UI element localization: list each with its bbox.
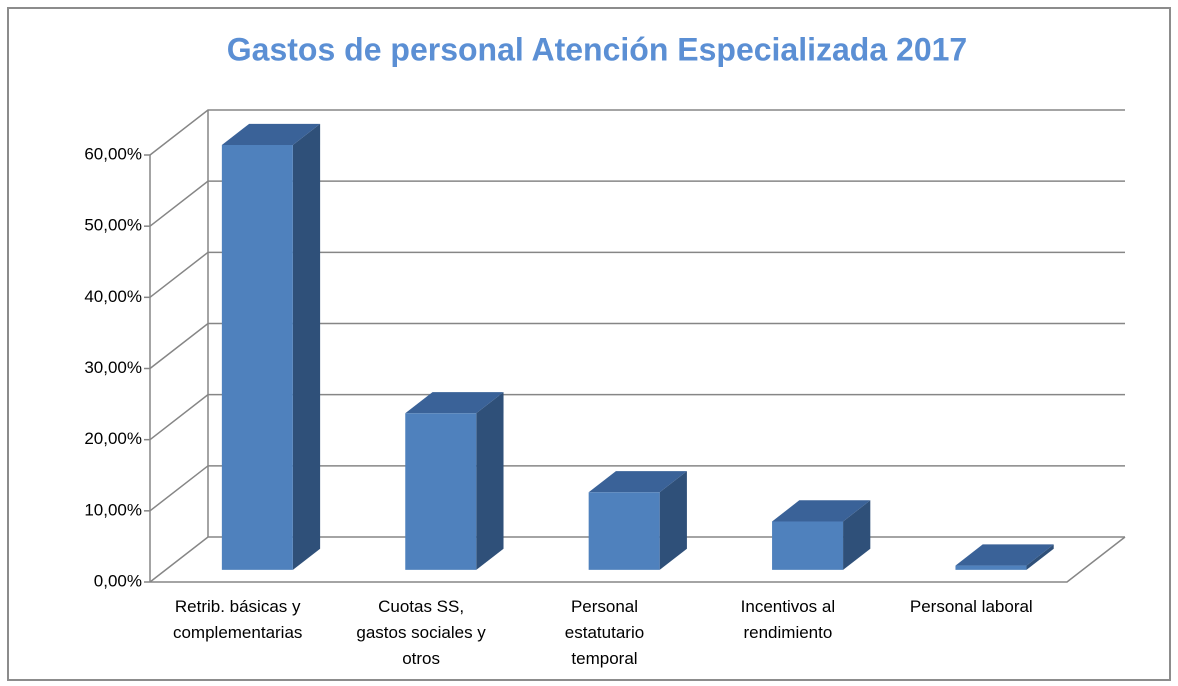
y-tick-label: 60,00% xyxy=(84,144,142,163)
bar xyxy=(588,492,660,570)
chart-title: Gastos de personal Atención Especializad… xyxy=(227,31,967,67)
bar-side xyxy=(1026,544,1054,570)
grid-line xyxy=(149,251,1125,298)
grid-line xyxy=(149,180,1125,227)
y-tick-label: 30,00% xyxy=(84,358,142,377)
x-tick-label: Incentivos al rendimiento xyxy=(741,597,836,642)
x-tick-label: Personal estatutario temporal xyxy=(565,597,644,668)
x-tick-label: Personal laboral xyxy=(910,597,1033,616)
bar-top xyxy=(772,500,871,522)
x-tick-label: Cuotas SS, gastos sociales y otros xyxy=(356,597,486,668)
bar xyxy=(772,521,844,570)
grid-line xyxy=(149,322,1125,370)
bar xyxy=(955,565,1027,570)
y-tick-label: 10,00% xyxy=(84,500,142,519)
x-tick-label: Retrib. básicas y complementarias xyxy=(173,597,302,642)
bar-side xyxy=(476,392,504,570)
y-tick-label: 0,00% xyxy=(94,571,142,590)
floor-edge xyxy=(150,536,1126,583)
bar-side xyxy=(843,500,871,570)
bar-top xyxy=(221,123,321,145)
y-tick-label: 50,00% xyxy=(84,216,142,235)
bar-top xyxy=(955,544,1054,566)
grid-line xyxy=(149,465,1125,512)
bar xyxy=(221,144,293,570)
y-tick-label: 20,00% xyxy=(84,429,142,448)
bar-top xyxy=(588,471,687,493)
bar xyxy=(405,413,477,570)
bar-side xyxy=(292,123,321,570)
bar-top xyxy=(405,392,504,414)
y-tick-label: 40,00% xyxy=(84,287,142,306)
grid-line xyxy=(149,393,1125,441)
grid-line xyxy=(149,109,1125,156)
bar-side xyxy=(659,471,687,570)
